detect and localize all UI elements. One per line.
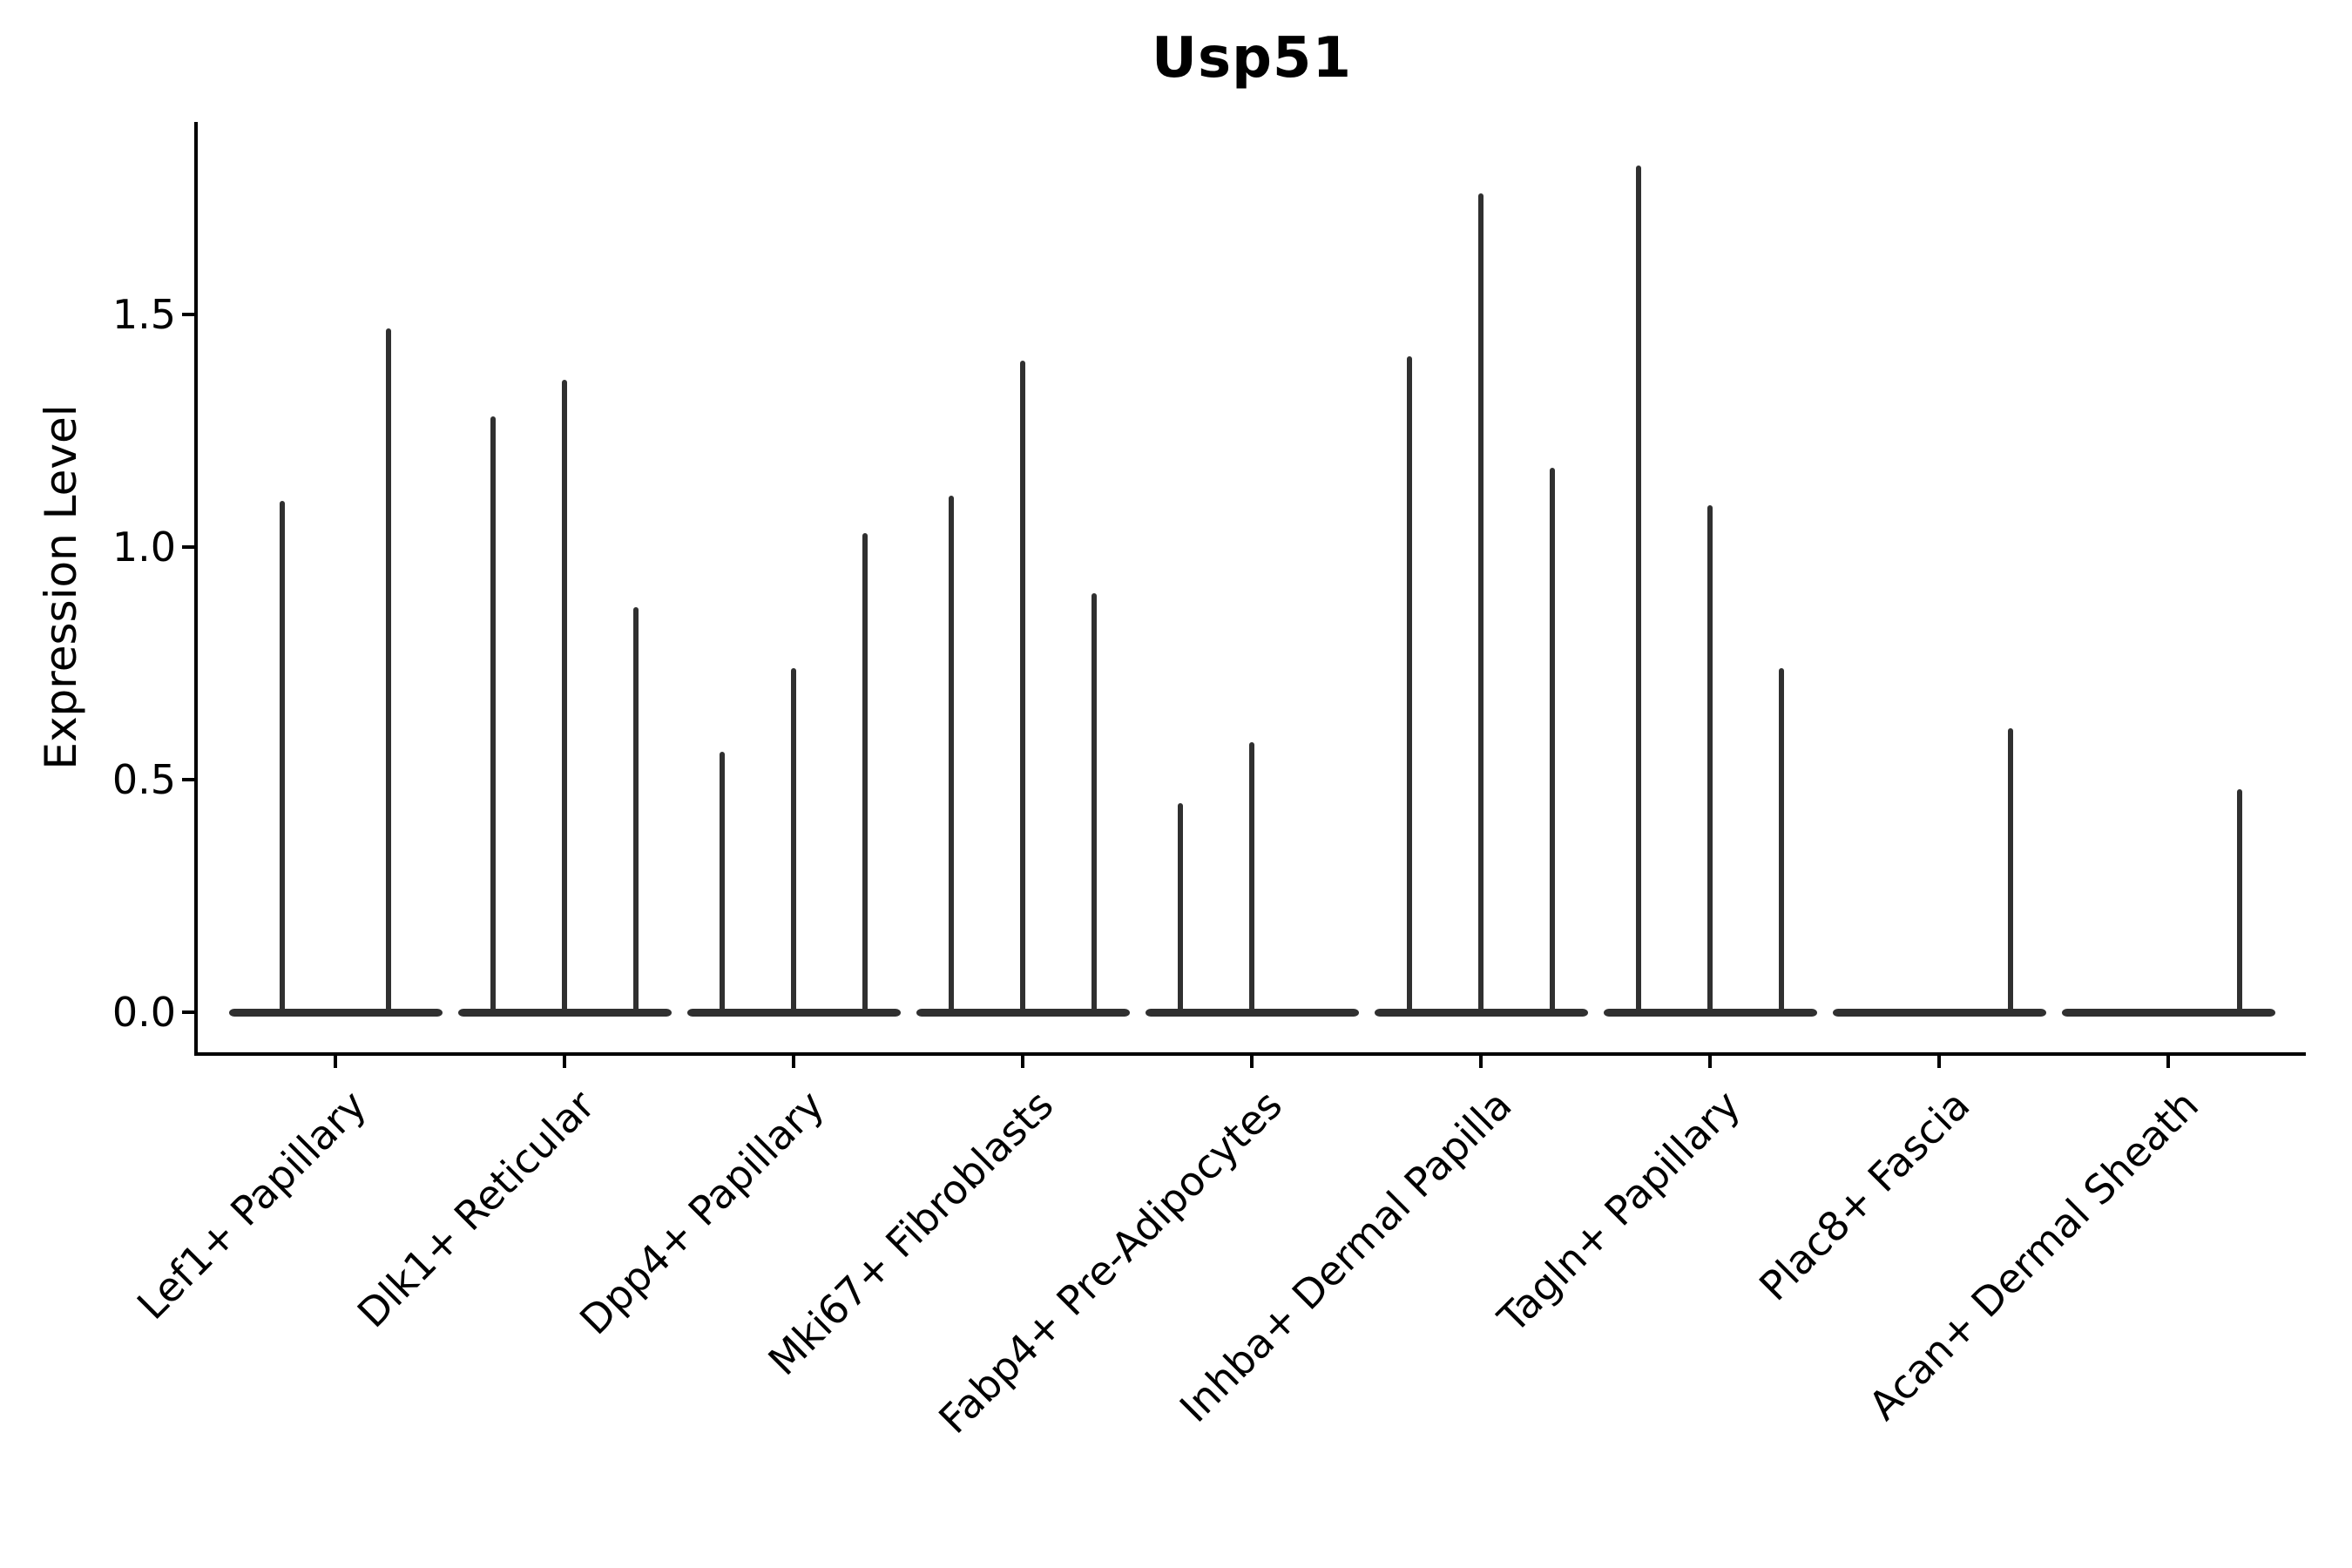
violin-spike xyxy=(949,496,955,1012)
violin-spike xyxy=(1478,193,1484,1012)
violin-body-baseline xyxy=(1832,1008,2046,1017)
violin-spike xyxy=(791,667,796,1012)
y-tick-mark xyxy=(182,778,194,781)
violin-spike xyxy=(1549,468,1555,1012)
y-tick-label: 1.0 xyxy=(112,524,176,571)
y-tick-label: 0.0 xyxy=(112,989,176,1036)
x-axis-spine xyxy=(194,1052,2306,1056)
violin-spike xyxy=(1636,166,1642,1012)
chart-title: Usp51 xyxy=(1152,26,1352,91)
violin-spike xyxy=(1020,361,1025,1012)
violin-spike xyxy=(2007,728,2013,1012)
violin-body-baseline xyxy=(1145,1008,1359,1017)
violin-spike xyxy=(490,416,497,1012)
x-tick-mark xyxy=(563,1056,566,1068)
y-tick-label: 1.5 xyxy=(112,291,176,338)
y-tick-mark xyxy=(182,545,194,549)
y-tick-label: 0.5 xyxy=(112,756,176,803)
x-tick-mark xyxy=(1937,1056,1941,1068)
y-tick-mark xyxy=(182,1010,194,1014)
x-tick-mark xyxy=(1250,1056,1254,1068)
violin-spike xyxy=(720,751,726,1012)
violin-spike xyxy=(1778,667,1784,1012)
y-axis-label: Expression Level xyxy=(36,404,86,770)
violin-body-baseline xyxy=(1374,1008,1588,1017)
x-tick-mark xyxy=(1479,1056,1483,1068)
violin-spike xyxy=(1178,802,1184,1012)
y-tick-mark xyxy=(182,313,194,316)
violin-body-baseline xyxy=(2061,1008,2275,1017)
violin-spike xyxy=(2236,788,2242,1012)
violin-spike xyxy=(632,607,639,1012)
violin-spike xyxy=(1249,742,1254,1012)
violin-body-baseline xyxy=(1603,1008,1817,1017)
violin-body-baseline xyxy=(916,1008,1130,1017)
x-tick-label: Lef1+ Papillary xyxy=(127,1081,375,1329)
x-tick-label: Tagln+ Papillary xyxy=(1489,1081,1750,1342)
violin-body-baseline xyxy=(457,1008,672,1017)
violin-spike xyxy=(862,532,868,1012)
y-axis-spine xyxy=(194,122,198,1056)
x-tick-mark xyxy=(334,1056,337,1068)
violin-body-baseline xyxy=(228,1008,443,1017)
x-tick-label: Plac8+ Fascia xyxy=(1749,1081,1979,1310)
x-tick-label: Dpp4+ Papillary xyxy=(571,1081,834,1344)
violin-spike xyxy=(1407,356,1413,1012)
violin-spike xyxy=(1091,593,1097,1012)
x-tick-label: Dlk1+ Reticular xyxy=(348,1081,605,1337)
violin-spike xyxy=(386,328,392,1012)
x-tick-mark xyxy=(1708,1056,1712,1068)
violin-body-baseline xyxy=(686,1008,901,1017)
x-tick-mark xyxy=(792,1056,795,1068)
violin-spike xyxy=(279,500,285,1012)
violin-spike xyxy=(562,379,567,1012)
x-tick-mark xyxy=(1021,1056,1024,1068)
violin-spike xyxy=(1707,504,1713,1012)
x-tick-mark xyxy=(2166,1056,2170,1068)
